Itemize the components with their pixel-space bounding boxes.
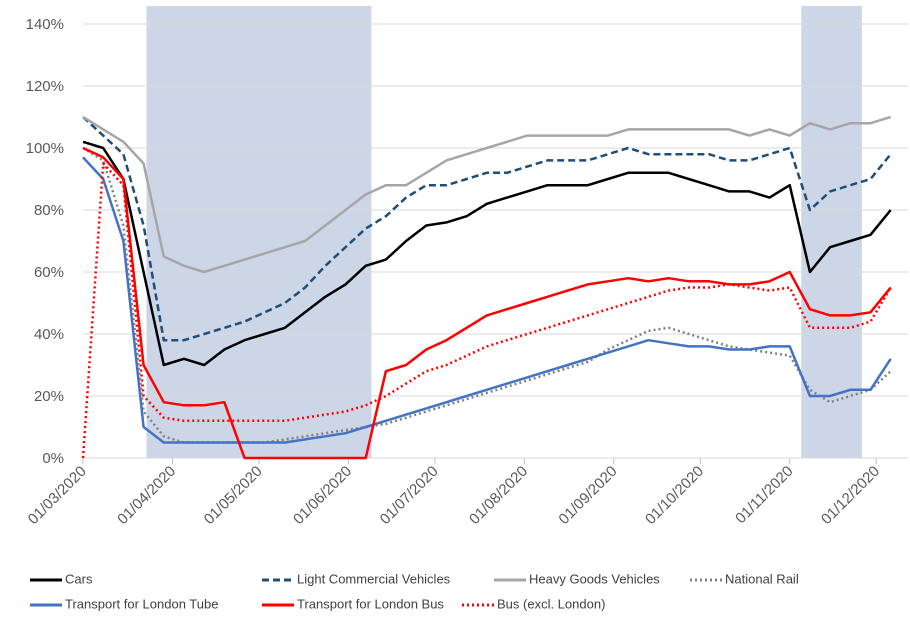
x-tick-label: 01/05/2020 — [201, 463, 266, 528]
series-line — [82, 146, 892, 460]
x-tick-label: 01/12/2020 — [818, 463, 883, 528]
y-tick-label: 20% — [34, 388, 64, 405]
x-tick-label: 01/08/2020 — [466, 463, 531, 528]
y-tick-label: 60% — [34, 264, 64, 281]
series-line — [82, 116, 892, 342]
x-tick-label: 01/09/2020 — [555, 463, 620, 528]
x-tick-label: 01/03/2020 — [25, 463, 90, 528]
shaded-period — [801, 6, 862, 458]
y-tick-label: 100% — [26, 140, 64, 157]
x-tick-label: 01/11/2020 — [732, 463, 796, 527]
y-tick-label: 0% — [42, 450, 64, 467]
legend-label: Heavy Goods Vehicles — [529, 571, 660, 586]
legend-label: Transport for London Tube — [65, 596, 218, 611]
legend-label: National Rail — [725, 571, 799, 586]
legend-label: Light Commercial Vehicles — [297, 571, 451, 586]
series-line — [82, 156, 892, 444]
series-line — [81, 162, 892, 459]
y-tick-label: 40% — [34, 326, 64, 343]
series-line — [82, 140, 892, 367]
x-tick-label: 01/07/2020 — [377, 463, 442, 528]
legend-label: Cars — [65, 571, 93, 586]
y-tick-label: 120% — [26, 78, 64, 95]
y-tick-label: 80% — [34, 202, 64, 219]
shaded-period — [146, 6, 372, 458]
x-tick-label: 01/06/2020 — [290, 463, 355, 528]
x-tick-label: 01/04/2020 — [114, 463, 179, 528]
y-tick-label: 140% — [26, 16, 64, 33]
legend-label: Bus (excl. London) — [497, 596, 605, 611]
x-tick-label: 01/10/2020 — [642, 463, 707, 528]
series-line — [82, 115, 892, 274]
legend-label: Transport for London Bus — [297, 596, 444, 611]
